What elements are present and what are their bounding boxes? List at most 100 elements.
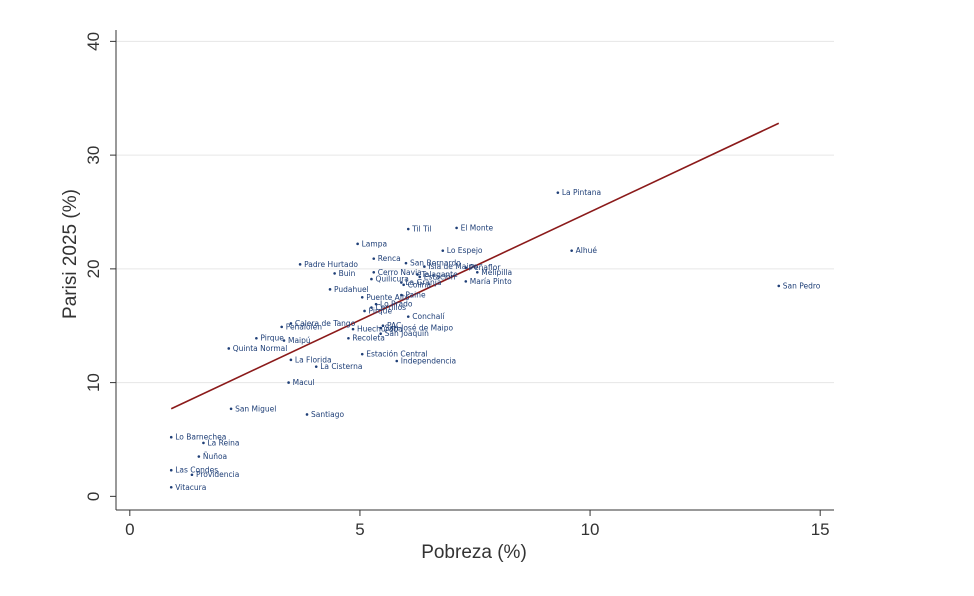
point-label: Buin <box>339 269 356 278</box>
point-label: Pirque <box>260 334 284 343</box>
point-label: Cerrillos <box>375 303 406 312</box>
point-label: La Florida <box>295 355 332 364</box>
data-point <box>287 381 290 384</box>
point-label: Conchalí <box>412 312 445 321</box>
point-label: Lo Prado <box>380 300 413 309</box>
data-point <box>333 272 336 275</box>
point-label: Isla de Maipo <box>428 262 478 271</box>
data-point <box>360 352 364 356</box>
data-point <box>423 265 426 268</box>
point-label: Quinta Normal <box>233 344 288 353</box>
point-label: Talagante <box>420 270 458 279</box>
point-label: Calera de Tango <box>295 319 356 328</box>
y-tick-label: 30 <box>84 146 103 165</box>
data-point <box>169 435 173 439</box>
data-point <box>464 266 468 270</box>
data-point <box>406 315 410 318</box>
point-label: San Pedro <box>783 281 821 290</box>
x-axis-title: Pobreza (%) <box>421 542 527 563</box>
point-label: Padre Hurtado <box>304 260 358 269</box>
data-point <box>556 191 560 194</box>
point-label: Paine <box>405 291 426 300</box>
data-points: San Pedro La Pintana Alhué El Monte Til Til L… <box>169 188 821 492</box>
point-label: Cerro Navia <box>378 268 422 277</box>
point-label: Pudahuel <box>334 285 369 294</box>
data-point <box>441 249 445 252</box>
point-label: Huechuraba <box>357 325 403 334</box>
point-label: San Bernardo <box>410 259 461 268</box>
point-label: La Reina <box>207 438 239 447</box>
point-label: Maipú <box>288 336 311 345</box>
point-label: María Pinto <box>470 277 512 286</box>
data-point <box>418 275 422 279</box>
x-tick-label: 10 <box>581 520 600 539</box>
data-point <box>570 249 573 252</box>
point-label: Pirque <box>369 306 393 315</box>
data-point <box>351 327 355 331</box>
data-point <box>416 273 419 276</box>
data-point <box>381 324 385 328</box>
y-axis-title: Parisi 2025 (%) <box>60 189 81 319</box>
data-point <box>372 257 376 260</box>
data-point <box>363 309 366 313</box>
data-point <box>370 277 373 281</box>
data-point <box>406 227 410 231</box>
data-point <box>395 359 399 363</box>
point-label: San Miguel <box>235 404 276 413</box>
gridlines <box>116 40 834 384</box>
fit-line-layer <box>170 122 780 410</box>
point-label: Las Condes <box>175 466 218 475</box>
point-label: Santiago <box>311 410 344 419</box>
data-point <box>347 336 350 340</box>
x-tick-label: 15 <box>811 520 830 539</box>
point-label: Ñuñoa <box>203 452 227 461</box>
data-point <box>328 288 332 291</box>
point-label: Quilicura <box>375 275 408 284</box>
data-point <box>197 455 201 458</box>
data-point <box>202 441 205 445</box>
point-label: San José de Maipo <box>385 324 454 333</box>
point-label: Melipilla <box>481 268 512 277</box>
y-tick-label: 0 <box>84 492 103 501</box>
data-point <box>314 365 318 368</box>
y-tick-label: 10 <box>84 373 103 392</box>
point-label: La Pintana <box>562 188 601 197</box>
data-point <box>379 326 382 330</box>
point-label: Recoleta <box>352 334 384 343</box>
fit-line <box>170 122 780 410</box>
data-point <box>169 468 173 472</box>
data-point <box>255 336 258 340</box>
data-point <box>402 283 405 287</box>
x-tick-label: 5 <box>355 520 364 539</box>
point-label: Macul <box>293 378 315 387</box>
point-label: Peñaflor <box>470 263 502 272</box>
point-label: Vitacura <box>175 483 206 492</box>
point-label: Peñalolén <box>286 322 323 331</box>
data-point <box>379 332 382 335</box>
data-point <box>374 302 378 306</box>
data-point <box>476 270 479 274</box>
point-label: Lampa <box>362 239 387 248</box>
data-point <box>777 284 781 288</box>
data-point <box>372 270 376 274</box>
y-tick-label: 20 <box>84 259 103 278</box>
data-point <box>280 325 283 329</box>
point-label: Estación <box>424 272 456 281</box>
data-point <box>356 242 359 246</box>
point-label: Estación Central <box>366 350 427 359</box>
point-label: Providencia <box>196 470 239 479</box>
point-label: Alhué <box>576 246 598 255</box>
data-point <box>305 413 309 416</box>
point-label: La Cisterna <box>320 362 362 371</box>
point-label: Lo Espejo <box>447 246 483 255</box>
point-label: Colina <box>408 280 431 289</box>
data-point <box>370 306 373 309</box>
data-point <box>360 295 364 299</box>
data-point <box>298 263 302 266</box>
data-point <box>400 293 403 297</box>
point-label: El Monte <box>461 223 494 232</box>
point-label: San Joaquín <box>385 329 429 338</box>
data-point <box>455 226 458 230</box>
data-point <box>282 339 286 342</box>
